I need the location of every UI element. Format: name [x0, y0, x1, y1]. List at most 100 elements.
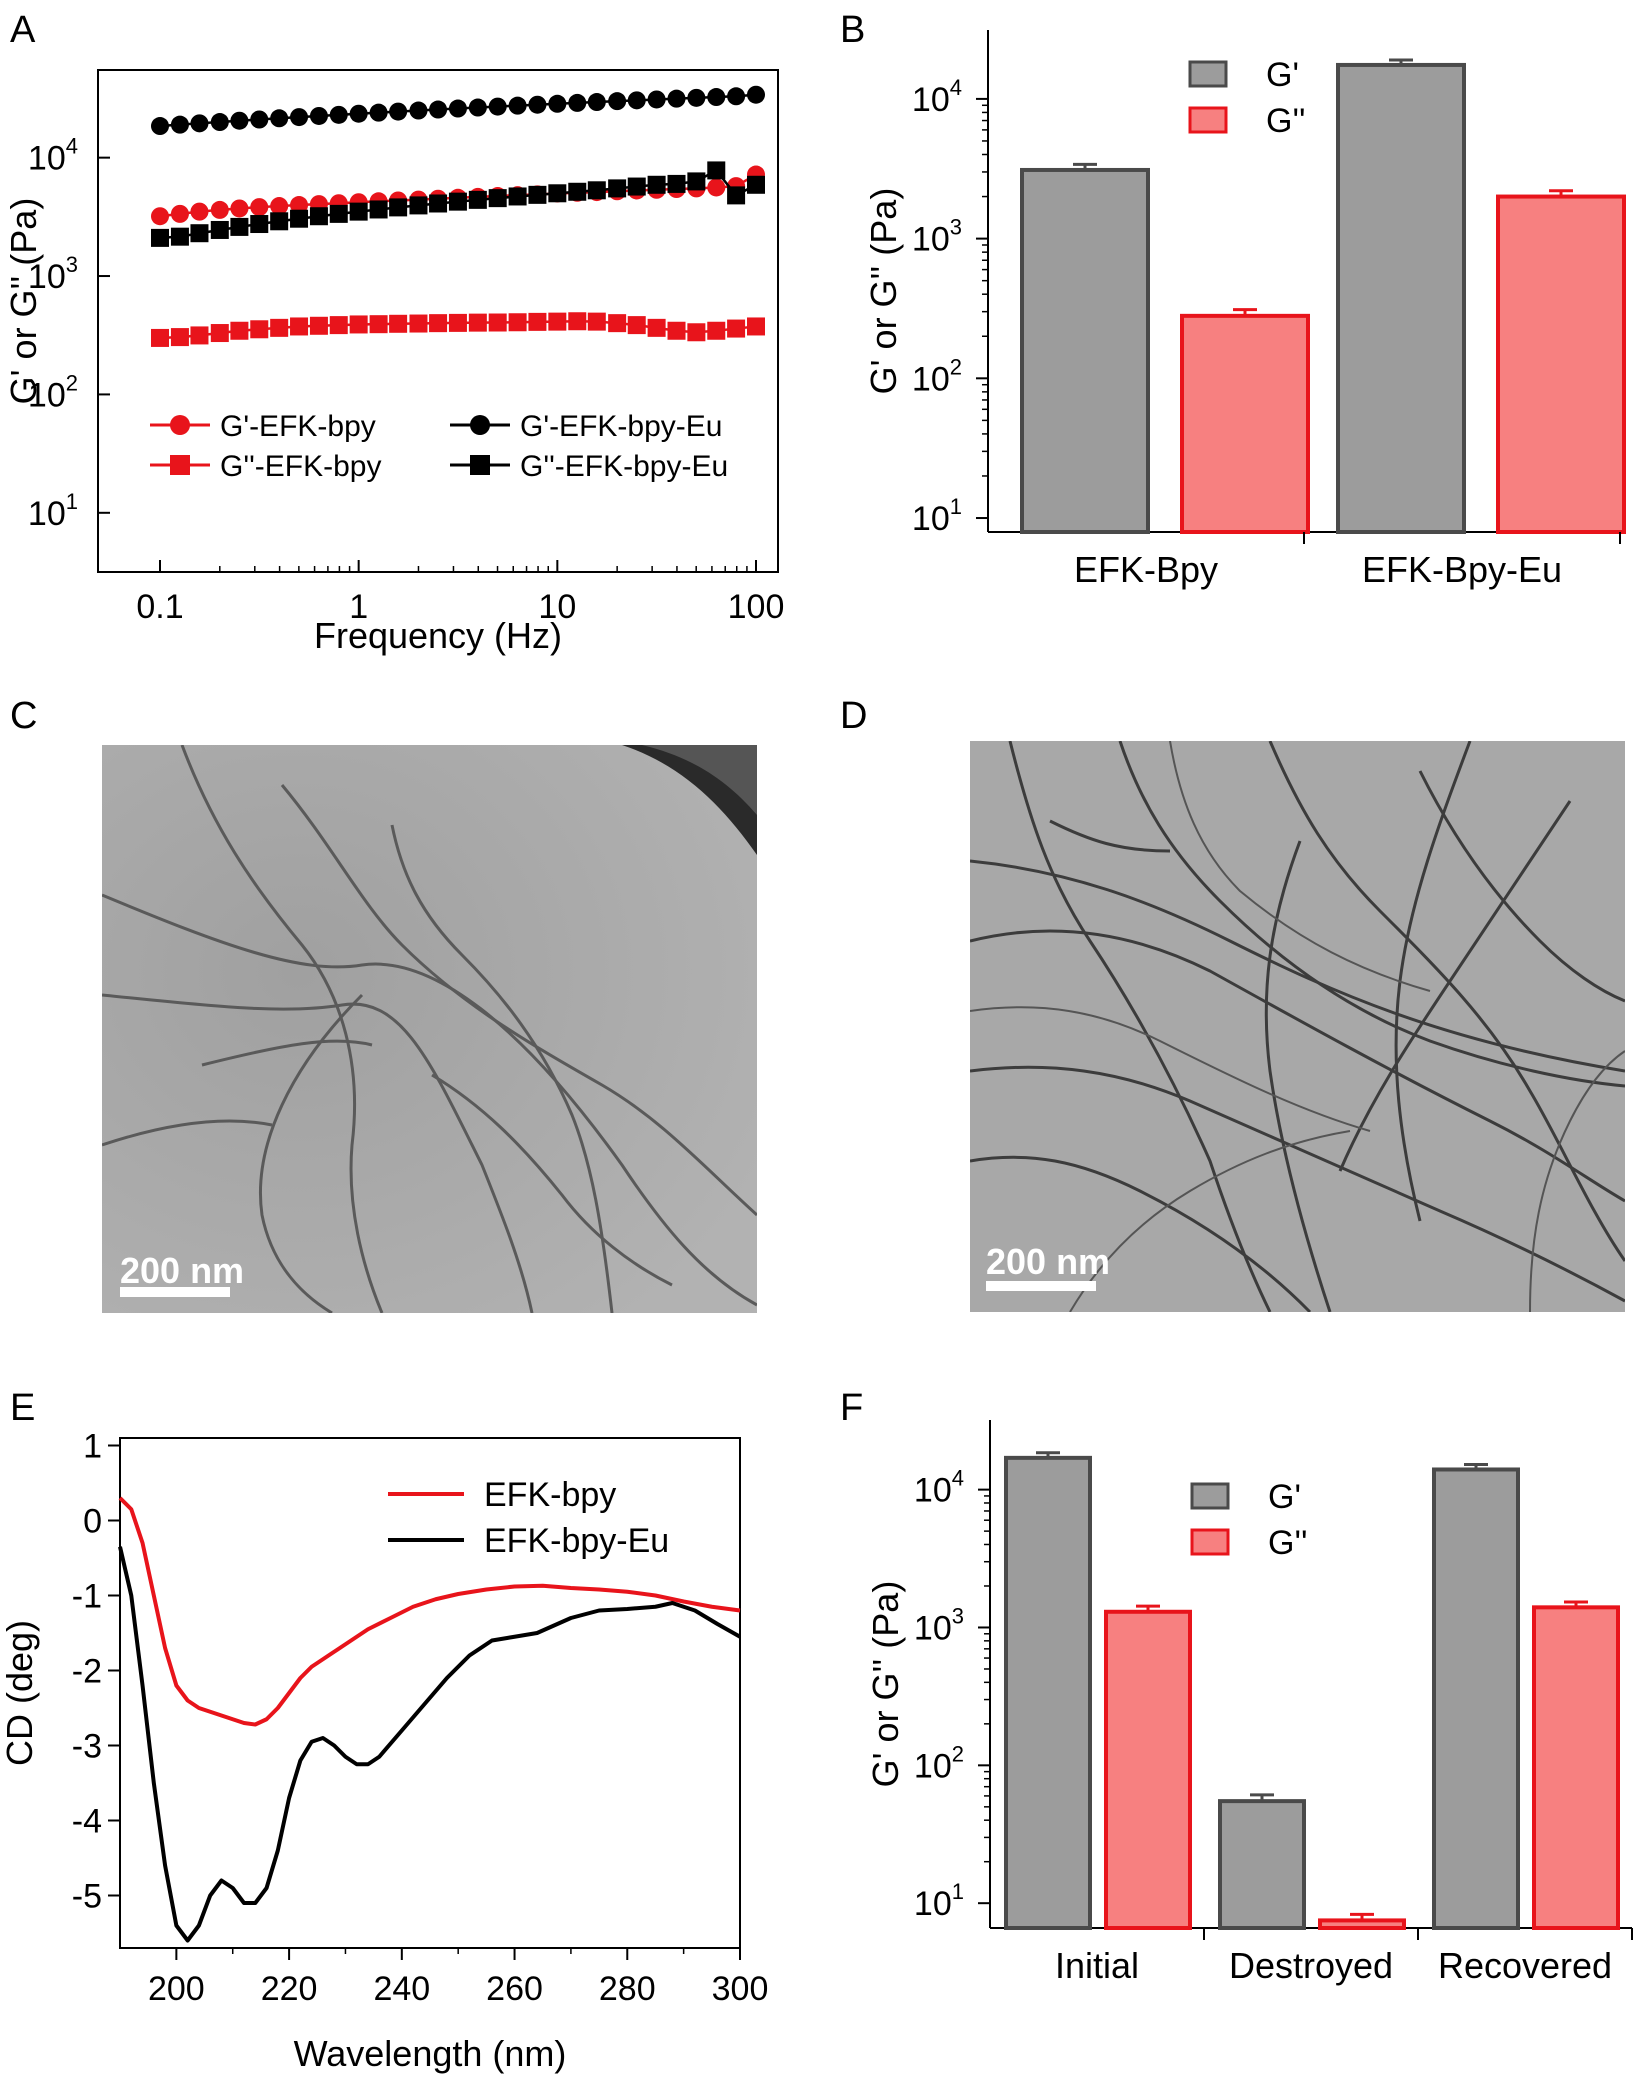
bar — [1496, 194, 1626, 534]
legend-entry: G'-EFK-bpy — [150, 410, 376, 443]
x-tick-label: 300 — [712, 1970, 769, 2008]
x-tick-label: Initial — [1055, 1945, 1139, 1986]
fibril-network — [970, 741, 1625, 1312]
data-point — [349, 104, 368, 123]
legend-label: G''-EFK-bpy — [220, 450, 381, 483]
data-point — [747, 175, 765, 194]
data-point — [528, 185, 547, 204]
data-point — [369, 315, 388, 334]
data-point — [727, 319, 746, 338]
data-point — [389, 198, 408, 217]
scalebar-d — [986, 1281, 1096, 1291]
data-point — [647, 318, 666, 337]
series-1 — [151, 312, 765, 347]
data-point — [667, 89, 686, 108]
y-axis-label: G' or G'' (Pa) — [865, 1581, 906, 1788]
data-point — [270, 318, 289, 337]
x-tick-label: 220 — [261, 1970, 318, 2008]
legend-marker — [170, 455, 190, 475]
x-tick-label: 260 — [486, 1970, 543, 2008]
y-axis-label: G' or G'' (Pa) — [863, 188, 904, 395]
data-point — [389, 102, 408, 121]
data-point — [528, 95, 547, 114]
data-point — [429, 194, 448, 213]
data-point — [210, 324, 229, 343]
bar — [1004, 1455, 1092, 1930]
legend-swatch — [1188, 60, 1228, 88]
legend-entry: G' — [1188, 56, 1299, 94]
x-tick-label: 280 — [599, 1970, 656, 2008]
data-point — [687, 323, 706, 342]
data-point — [707, 321, 726, 340]
data-point — [707, 161, 726, 180]
y-tick-label: -1 — [72, 1578, 102, 1616]
y-tick-label: -3 — [72, 1728, 102, 1766]
data-point — [151, 228, 169, 247]
bar — [1020, 167, 1150, 534]
data-point — [270, 212, 289, 231]
y-tick-label: 0 — [83, 1503, 102, 1541]
legend-label: EFK-bpy-Eu — [484, 1522, 669, 1560]
data-point — [448, 313, 467, 332]
data-point — [488, 189, 507, 208]
y-tick-label: 101 — [914, 1879, 964, 1923]
plot-frame — [97, 69, 779, 573]
data-point — [190, 224, 209, 243]
data-point — [409, 196, 428, 215]
data-point — [230, 199, 249, 218]
panel-label-a: A — [10, 9, 36, 51]
data-point — [309, 106, 328, 125]
data-point — [707, 178, 726, 197]
data-point — [270, 197, 289, 216]
legend-marker — [170, 415, 190, 435]
legend-swatch — [1190, 1528, 1230, 1556]
y-tick-label: 103 — [912, 215, 962, 259]
data-point — [151, 117, 169, 136]
data-point — [508, 313, 527, 332]
data-point — [409, 101, 428, 120]
data-point — [608, 92, 627, 111]
x-tick-label: 0.1 — [136, 588, 183, 626]
data-point — [508, 96, 527, 115]
data-point — [190, 114, 209, 133]
data-point — [587, 93, 606, 112]
data-point — [468, 98, 487, 117]
scalebar-label-d: 200 nm — [986, 1241, 1111, 1282]
panel-label-b: B — [840, 9, 865, 51]
data-point — [329, 204, 348, 223]
x-tick-label: 1 — [349, 588, 368, 626]
legend-swatch — [1188, 106, 1228, 134]
x-tick-label: 240 — [373, 1970, 430, 2008]
data-point — [250, 320, 269, 339]
data-point — [230, 321, 249, 340]
tem-image-c: 200 nm — [102, 745, 757, 1313]
data-point — [170, 328, 189, 347]
legend-entry: G'' — [1190, 1524, 1307, 1562]
legend-entry: G'-EFK-bpy-Eu — [450, 410, 722, 443]
y-tick-label: 104 — [28, 134, 78, 178]
data-point — [548, 312, 567, 331]
bar — [1180, 313, 1310, 534]
scalebar-label-c: 200 nm — [120, 1250, 245, 1291]
series-3 — [151, 161, 765, 247]
data-point — [429, 100, 448, 119]
data-point — [170, 115, 189, 134]
data-point — [250, 198, 269, 217]
plot-frame — [119, 1437, 741, 1949]
data-point — [608, 179, 627, 198]
chart-b: 101 102 103 104 G' or G'' (Pa) EFK-Bpy EFK-Bpy… — [863, 30, 1626, 590]
data-point — [667, 174, 686, 193]
data-point — [548, 94, 567, 113]
legend-label: G' — [1268, 1478, 1301, 1516]
data-point — [290, 317, 309, 336]
data-point — [707, 88, 726, 107]
series-line — [118, 1496, 741, 1727]
bar — [1532, 1605, 1620, 1931]
data-point — [250, 215, 269, 234]
data-point — [210, 200, 229, 219]
panel-label-f: F — [840, 1387, 863, 1429]
legend-entry: G''-EFK-bpy-Eu — [450, 450, 728, 483]
legend-entry: G''-EFK-bpy — [150, 450, 381, 483]
data-point — [508, 187, 527, 206]
